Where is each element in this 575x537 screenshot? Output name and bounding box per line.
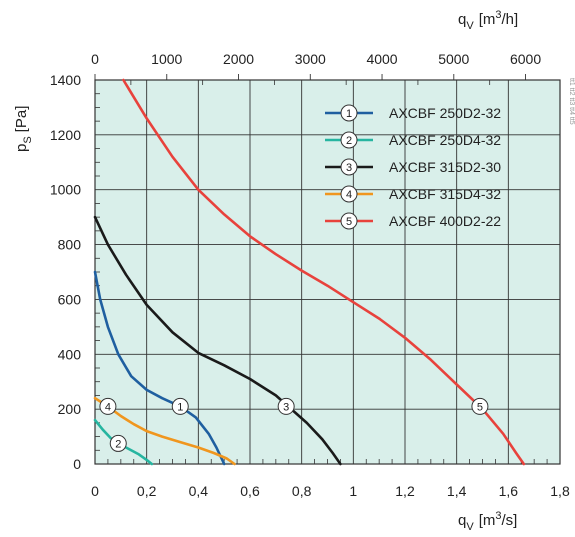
x-tick-label: 0,4	[189, 483, 209, 499]
x2-tick-label: 0	[91, 51, 99, 67]
legend-item-1: 1 AXCBF 250D2-32	[325, 104, 501, 122]
x2-axis-title: qV [m3/h]	[458, 9, 518, 32]
x-tick-label: 1,2	[395, 483, 415, 499]
marker-number: 2	[115, 438, 121, 450]
x-axis-unit-sup: 3	[495, 510, 501, 522]
legend-label: AXCBF 400D2-22	[389, 213, 501, 229]
series-line-1	[93, 270, 226, 466]
legend-marker-number: 5	[346, 216, 352, 228]
series-markers: 1 2 3 4 5	[99, 397, 489, 452]
y-tick-label: 0	[73, 456, 81, 472]
x-tick-label: 1,4	[447, 483, 467, 499]
x2-axis-unit-sup: 3	[495, 9, 501, 21]
y-axis-unit: [Pa]	[13, 106, 30, 133]
x-tick-label: 0	[91, 483, 99, 499]
y-tick-label: 600	[58, 291, 82, 307]
x2-axis-label-sub: V	[466, 20, 474, 32]
legend-marker-circle	[340, 212, 358, 230]
legend-marker-circle	[340, 158, 358, 176]
curve-marker-2: 2	[109, 434, 127, 452]
legend-marker-circle	[340, 185, 358, 203]
y-tick-label: 800	[58, 237, 82, 253]
series-line-3	[93, 215, 342, 466]
legend-item-2: 2 AXCBF 250D4-32	[325, 131, 501, 149]
y-tick-label: 1000	[50, 182, 81, 198]
x-axis-ticks: 0 0,2 0,4 0,6 0,8 1 1,2 1,4 1,6 1,8	[91, 483, 570, 499]
x2-tick-label: 6000	[510, 51, 541, 67]
legend-marker-number: 2	[346, 135, 352, 147]
x-tick-label: 1	[349, 483, 357, 499]
marker-number: 3	[283, 401, 289, 413]
legend: 1 AXCBF 250D2-32 2 AXCBF 250D4-32 3 AXCBF 315…	[325, 104, 501, 230]
y-tick-label: 200	[58, 401, 82, 417]
x-tick-label: 1,6	[499, 483, 519, 499]
x2-tick-label: 1000	[151, 51, 182, 67]
y-axis-title: pS [Pa]	[13, 106, 34, 152]
y-axis-label: p	[13, 144, 30, 152]
legend-marker-circle	[340, 131, 358, 149]
x2-tick-label: 2000	[223, 51, 254, 67]
curve-marker-3: 3	[277, 397, 295, 415]
marker-circle	[471, 397, 489, 415]
marker-circle	[277, 397, 295, 415]
curve-marker-4: 4	[99, 397, 117, 415]
x2-tick-label: 5000	[438, 51, 469, 67]
y-axis-label-sub: S	[22, 136, 34, 143]
legend-item-4: 4 AXCBF 315D4-32	[325, 185, 501, 203]
series-group	[93, 78, 526, 466]
legend-label: AXCBF 250D2-32	[389, 105, 501, 121]
marker-circle	[171, 397, 189, 415]
curve-marker-1: 1	[171, 397, 189, 415]
legend-marker-number: 3	[346, 162, 352, 174]
x-axis-label-sub: V	[466, 521, 474, 533]
x-axis-unit-prefix: [m	[479, 512, 496, 529]
x2-tick-label: 4000	[366, 51, 397, 67]
x2-axis-label: q	[458, 11, 466, 28]
marker-number: 4	[105, 401, 111, 413]
x2-axis-unit-prefix: [m	[479, 11, 496, 28]
x-axis-unit-suffix: /s]	[501, 512, 517, 529]
y-tick-label: 1200	[50, 127, 81, 143]
x-tick-label: 0,6	[240, 483, 260, 499]
legend-label: AXCBF 250D4-32	[389, 132, 501, 148]
x-tick-label: 0,2	[137, 483, 157, 499]
side-note: tt1 tt2 tt3 tt4 tt5	[568, 78, 575, 125]
x-tick-label: 1,8	[550, 483, 570, 499]
legend-marker-circle	[340, 104, 358, 122]
series-line-5	[122, 78, 526, 466]
x2-axis-ticks: 0 1000 2000 3000 4000 5000 6000	[91, 51, 541, 67]
marker-circle	[99, 397, 117, 415]
x2-tick-label: 3000	[295, 51, 326, 67]
x-tick-label: 0,8	[292, 483, 312, 499]
x-axis-label: q	[458, 512, 466, 529]
series-line-4	[93, 396, 236, 466]
marker-number: 5	[477, 401, 483, 413]
legend-marker-number: 4	[346, 189, 352, 201]
legend-item-5: 5 AXCBF 400D2-22	[325, 212, 501, 230]
x2-axis-unit-suffix: /h]	[501, 11, 518, 28]
legend-marker-number: 1	[346, 108, 352, 120]
y-tick-label: 400	[58, 346, 82, 362]
legend-item-3: 3 AXCBF 315D2-30	[325, 158, 501, 176]
marker-circle	[109, 434, 127, 452]
y-tick-label: 1400	[50, 72, 81, 88]
legend-label: AXCBF 315D2-30	[389, 159, 501, 175]
y-axis-ticks: 0 200 400 600 800 1000 1200 1400	[50, 72, 81, 472]
curve-marker-5: 5	[471, 397, 489, 415]
x-axis-title: qV [m3/s]	[458, 510, 517, 533]
legend-label: AXCBF 315D4-32	[389, 186, 501, 202]
marker-number: 1	[177, 401, 183, 413]
